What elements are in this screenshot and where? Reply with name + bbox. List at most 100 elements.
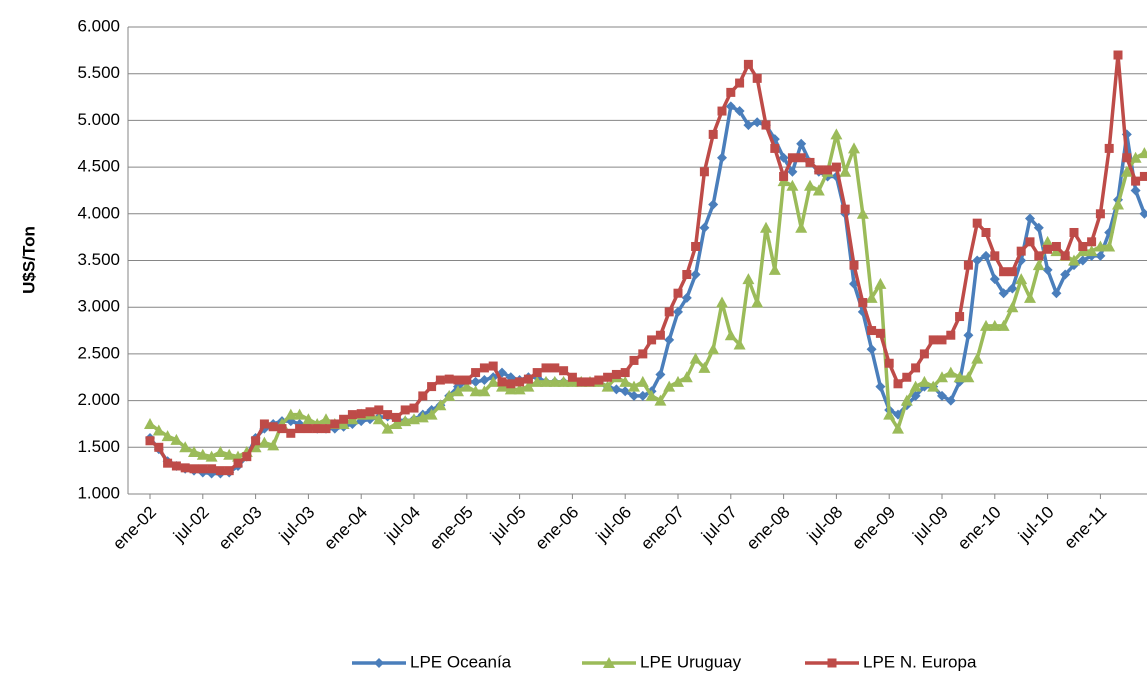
marker: [541, 363, 551, 373]
marker: [409, 403, 419, 413]
marker: [356, 409, 366, 419]
marker: [479, 375, 490, 386]
x-tick-label: ene-07: [637, 503, 688, 554]
marker: [760, 221, 772, 233]
marker: [865, 291, 878, 303]
marker: [1087, 237, 1097, 247]
marker: [884, 358, 894, 368]
marker: [540, 375, 552, 387]
marker: [962, 371, 975, 383]
marker: [478, 385, 491, 397]
legend-marker: [603, 657, 615, 668]
y-tick-label: 5.000: [77, 110, 120, 129]
marker: [690, 269, 701, 280]
marker: [1051, 288, 1062, 299]
marker: [629, 355, 639, 365]
marker: [469, 385, 482, 397]
marker: [856, 207, 869, 219]
marker: [443, 389, 456, 401]
marker: [548, 375, 561, 387]
marker: [399, 415, 412, 427]
marker: [980, 319, 992, 331]
marker: [400, 405, 410, 415]
marker: [680, 371, 693, 383]
marker: [944, 366, 957, 378]
marker: [205, 450, 218, 462]
marker: [258, 436, 271, 448]
marker: [981, 250, 991, 261]
y-axis-title: U$S/Ton: [19, 226, 38, 294]
marker: [144, 417, 156, 429]
marker: [717, 152, 727, 163]
marker: [655, 369, 666, 380]
x-tick-label: jul-10: [1014, 503, 1058, 547]
marker: [233, 458, 243, 468]
marker: [1095, 209, 1105, 219]
marker: [170, 433, 183, 445]
marker: [654, 394, 667, 406]
marker: [664, 334, 675, 345]
marker: [689, 352, 702, 364]
y-tick-label: 3.000: [77, 297, 120, 316]
marker: [557, 375, 570, 387]
marker: [1103, 240, 1116, 252]
marker: [620, 368, 630, 378]
marker: [1094, 240, 1107, 252]
marker: [434, 399, 447, 411]
marker: [1032, 259, 1045, 271]
marker: [1025, 237, 1035, 247]
marker: [981, 227, 991, 237]
marker: [506, 379, 516, 389]
marker: [223, 448, 236, 460]
legend-marker: [374, 658, 384, 668]
marker: [1041, 235, 1054, 247]
marker: [1138, 147, 1147, 159]
y-tick-label: 3.500: [77, 250, 120, 269]
marker: [488, 361, 498, 371]
marker: [1051, 241, 1061, 251]
x-tick-label: jul-08: [803, 503, 847, 547]
marker: [752, 117, 763, 128]
marker: [302, 413, 315, 425]
marker: [726, 87, 736, 97]
x-tick-label: jul-06: [592, 503, 636, 547]
marker: [1007, 283, 1018, 294]
marker: [179, 441, 192, 453]
marker: [347, 410, 357, 420]
marker: [374, 405, 384, 415]
marker: [812, 184, 825, 196]
marker: [1078, 241, 1088, 251]
marker: [645, 389, 658, 401]
marker: [242, 452, 252, 462]
marker: [161, 430, 174, 442]
marker: [972, 255, 983, 266]
y-tick-label: 1.500: [77, 437, 120, 456]
marker: [145, 436, 155, 446]
marker: [867, 326, 877, 336]
marker: [928, 335, 938, 345]
marker: [460, 380, 473, 392]
marker: [628, 380, 640, 392]
marker: [637, 390, 648, 401]
marker: [1112, 198, 1124, 210]
marker: [839, 165, 852, 177]
marker: [268, 422, 278, 432]
marker: [383, 410, 393, 420]
legend-marker: [827, 658, 837, 668]
x-tick-label: ene-09: [848, 503, 899, 554]
marker: [1095, 250, 1106, 261]
marker: [733, 338, 746, 350]
marker: [778, 152, 789, 163]
marker: [953, 371, 966, 383]
marker: [875, 328, 885, 338]
marker: [619, 375, 632, 387]
marker: [814, 165, 824, 175]
marker: [1131, 176, 1141, 186]
marker: [487, 375, 500, 387]
marker: [911, 363, 921, 373]
marker: [673, 306, 683, 317]
marker: [1120, 165, 1133, 177]
marker: [196, 448, 209, 460]
marker: [267, 439, 280, 451]
marker: [453, 375, 463, 385]
